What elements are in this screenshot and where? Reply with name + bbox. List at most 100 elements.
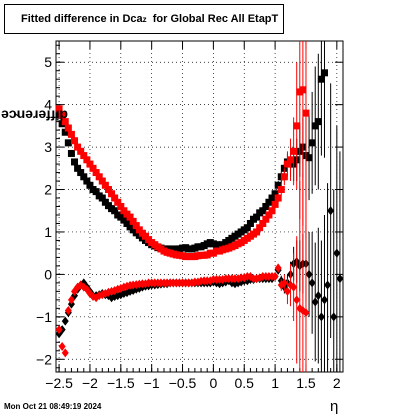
data-point-square: [283, 160, 291, 168]
x-tick-label: −2: [82, 375, 98, 391]
data-point-square: [317, 75, 325, 83]
data-point-square: [293, 122, 301, 130]
data-point-diamond: [58, 342, 66, 352]
data-point-diamond: [274, 263, 282, 273]
data-point-diamond: [320, 295, 328, 305]
data-point-square: [253, 213, 261, 221]
data-point-square: [280, 173, 288, 181]
data-point-diamond: [330, 312, 338, 322]
data-point-square: [77, 147, 85, 155]
data-point-diamond: [64, 305, 72, 315]
data-point-square: [108, 190, 116, 198]
data-point-square: [98, 194, 106, 202]
data-point-diamond: [293, 295, 301, 305]
data-point-square: [320, 69, 328, 77]
data-point-square: [268, 207, 276, 215]
chart-title-sub: z: [142, 14, 147, 24]
x-tick-label: 0.5: [235, 375, 255, 391]
data-point-square: [262, 215, 270, 223]
data-point-square: [101, 181, 109, 189]
data-point-square: [246, 219, 254, 227]
x-tick-label: −2.5: [45, 375, 73, 391]
data-point-diamond: [314, 291, 322, 301]
data-point-square: [311, 122, 319, 130]
data-point-diamond: [317, 312, 325, 322]
data-point-square: [277, 186, 285, 194]
data-point-square: [86, 181, 94, 189]
data-point-square: [83, 177, 91, 185]
data-point-square: [86, 160, 94, 168]
data-point-square: [71, 137, 79, 145]
data-point-square: [95, 173, 103, 181]
data-point-diamond: [311, 297, 319, 307]
data-point-square: [104, 186, 112, 194]
data-point-square: [77, 169, 85, 177]
x-tick-label: 1: [271, 375, 279, 391]
data-point-square: [92, 188, 100, 196]
y-tick-label: 0: [44, 266, 52, 282]
data-point-square: [98, 177, 106, 185]
data-point-square: [126, 213, 134, 221]
y-tick-label: 4: [44, 97, 52, 113]
y-tick-label: 1: [44, 224, 52, 240]
data-point-square: [74, 143, 82, 151]
data-point-square: [89, 164, 97, 172]
data-point-square: [117, 203, 125, 210]
data-point-square: [58, 111, 66, 119]
data-point-square: [265, 198, 273, 206]
y-tick-label: 2: [44, 182, 52, 198]
x-tick-label: −1.5: [107, 375, 135, 391]
data-point-square: [305, 154, 313, 162]
x-tick-label: 2: [333, 375, 341, 391]
data-point-square: [287, 156, 295, 164]
data-point-square: [253, 228, 261, 236]
data-point-square: [290, 147, 298, 155]
data-point-square: [274, 194, 282, 202]
data-point-square: [308, 139, 316, 147]
data-point-square: [114, 198, 122, 206]
chart-title-main: Fitted difference in Dca: [21, 13, 143, 25]
data-point-square: [55, 105, 63, 113]
chart-title-rest: for Global Rec All EtapT: [146, 13, 279, 25]
data-point-square: [259, 207, 267, 215]
data-point-square: [268, 194, 276, 202]
data-point-square: [265, 211, 273, 219]
y-tick-label: −2: [36, 351, 52, 367]
data-point-square: [271, 190, 279, 198]
data-point-diamond: [308, 278, 316, 288]
data-point-square: [80, 152, 88, 160]
data-point-square: [314, 118, 322, 126]
data-point-square: [299, 86, 307, 94]
data-point-square: [80, 173, 88, 181]
x-tick-label: 0: [209, 375, 217, 391]
data-point-square: [71, 158, 79, 166]
data-point-diamond: [336, 274, 344, 284]
data-point-diamond: [290, 282, 298, 292]
data-point-square: [64, 124, 72, 132]
data-point-square: [67, 130, 75, 138]
data-point-square: [61, 128, 69, 136]
y-tick-label: 5: [44, 54, 52, 70]
data-point-square: [92, 169, 100, 177]
data-point-square: [243, 224, 251, 232]
data-point-square: [132, 222, 140, 230]
data-point-diamond: [271, 272, 279, 282]
data-point-diamond: [123, 288, 131, 298]
data-point-square: [67, 149, 75, 157]
y-tick-label: 3: [44, 139, 52, 155]
data-point-diamond: [283, 286, 291, 296]
chart-title: Fitted difference in Dca z for Global Rec…: [4, 4, 284, 34]
data-point-diamond: [327, 206, 335, 216]
timestamp: Mon Oct 21 08:49:19 2024: [4, 402, 102, 411]
data-point-diamond: [280, 278, 288, 288]
data-point-diamond: [67, 295, 75, 305]
data-point-square: [64, 139, 72, 147]
data-point-square: [61, 118, 69, 126]
data-point-square: [111, 207, 119, 215]
data-point-square: [129, 217, 137, 225]
data-point-square: [262, 203, 270, 210]
data-point-square: [274, 181, 282, 189]
data-point-diamond: [55, 325, 63, 335]
